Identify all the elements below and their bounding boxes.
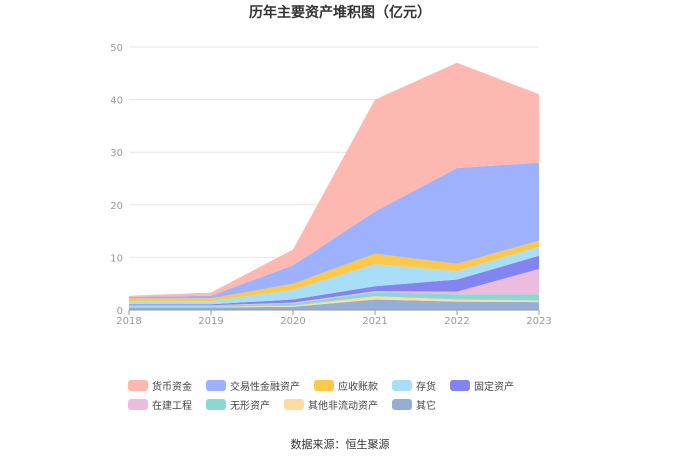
legend-swatch	[392, 398, 412, 410]
legend: 货币资金 交易性金融资产 应收账款 存货 固定资产在建工程 无形资产 其他非流动资产 其它	[128, 378, 578, 412]
legend-label: 货币资金	[152, 381, 192, 393]
y-tick-label: 50	[110, 43, 123, 54]
legend-item[interactable]: 其他非流动资产	[284, 397, 378, 412]
legend-label: 应收账款	[338, 381, 378, 393]
legend-item[interactable]: 固定资产	[450, 378, 514, 393]
legend-item[interactable]: 在建工程	[128, 397, 192, 412]
legend-item[interactable]: 无形资产	[206, 397, 270, 412]
legend-label: 固定资产	[474, 381, 514, 393]
legend-item[interactable]: 应收账款	[314, 378, 378, 393]
area-货币资金	[129, 62, 539, 297]
legend-label: 在建工程	[152, 400, 192, 412]
y-tick-label: 10	[110, 253, 123, 264]
y-tick-label: 0	[117, 306, 123, 317]
legend-item[interactable]: 货币资金	[128, 378, 192, 393]
legend-swatch	[392, 379, 412, 391]
x-tick-label: 2020	[280, 316, 305, 327]
legend-swatch	[450, 379, 470, 391]
area-应收账款	[129, 240, 539, 302]
legend-swatch	[128, 379, 148, 391]
legend-label: 存货	[416, 381, 436, 393]
x-tick-label: 2022	[444, 316, 469, 327]
area-其它	[129, 299, 539, 310]
legend-item[interactable]: 其它	[392, 397, 436, 412]
area-series	[129, 62, 539, 310]
y-tick-label: 40	[110, 96, 123, 107]
legend-label: 其它	[416, 400, 436, 412]
legend-swatch	[284, 398, 304, 410]
area-存货	[129, 246, 539, 305]
x-tick-label: 2023	[526, 316, 551, 327]
legend-label: 其他非流动资产	[308, 400, 378, 412]
y-tick-label: 30	[110, 148, 123, 159]
legend-item[interactable]: 交易性金融资产	[206, 378, 300, 393]
area-无形资产	[129, 292, 539, 307]
chart-title: 历年主要资产堆积图（亿元）	[249, 5, 431, 21]
legend-swatch	[128, 398, 148, 410]
data-source: 数据来源：恒生聚源	[290, 438, 390, 451]
area-固定资产	[129, 255, 539, 306]
legend-swatch	[314, 379, 334, 391]
legend-label: 交易性金融资产	[230, 381, 300, 393]
area-其他非流动资产	[129, 296, 539, 308]
legend-label: 无形资产	[230, 400, 270, 412]
axes: 0 10 20 30 40 50 2018 2019 2020 2021 2022 2023	[110, 43, 551, 327]
y-tick-label: 20	[110, 201, 123, 212]
legend-swatch	[206, 398, 226, 410]
legend-item[interactable]: 存货	[392, 378, 436, 393]
x-tick-label: 2021	[362, 316, 387, 327]
x-tick-label: 2018	[116, 316, 141, 327]
x-tick-label: 2019	[198, 316, 223, 327]
legend-swatch	[206, 379, 226, 391]
area-交易性金融资产	[129, 162, 539, 299]
